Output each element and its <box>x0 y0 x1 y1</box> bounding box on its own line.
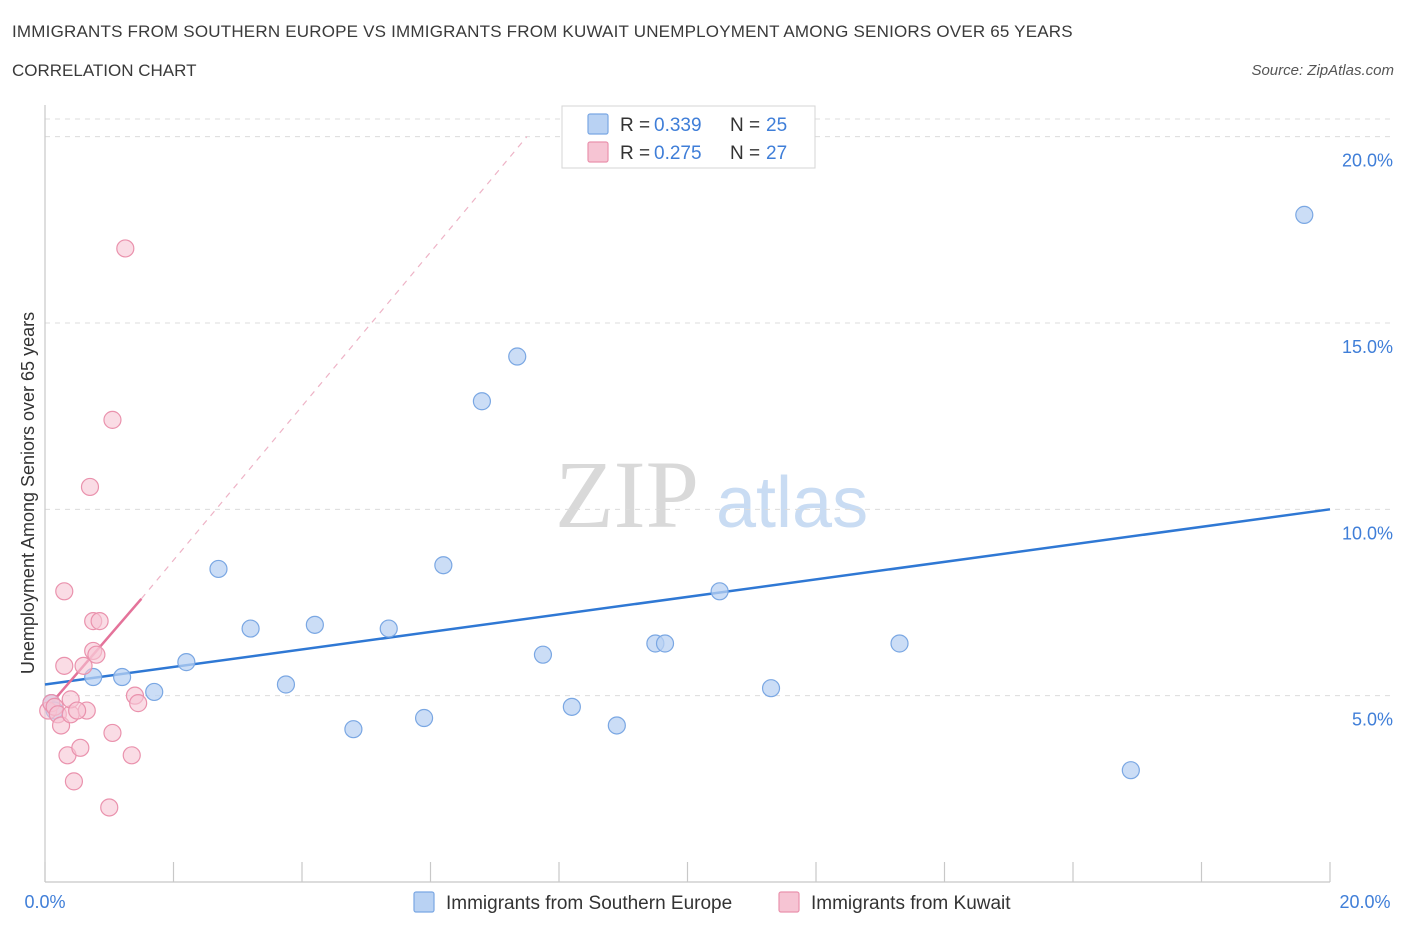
y-tick-label: 15.0% <box>1342 337 1393 357</box>
data-point-kuwait <box>116 239 135 258</box>
x-tick-label-min: 0.0% <box>24 892 65 912</box>
series-legend-swatch-blue <box>413 891 435 913</box>
data-point-southern-europe <box>434 556 453 575</box>
data-point-kuwait <box>103 723 122 743</box>
data-point-southern-europe <box>890 634 909 653</box>
data-point-southern-europe <box>1295 205 1314 224</box>
data-point-southern-europe <box>761 679 781 698</box>
data-point-kuwait <box>55 582 74 601</box>
gridlines <box>45 118 1395 697</box>
series-legend-label-pink: Immigrants from Kuwait <box>811 893 1011 914</box>
data-point-kuwait <box>129 694 148 713</box>
watermark-atlas: atlas <box>716 463 868 543</box>
series-legend-label-blue: Immigrants from Southern Europe <box>446 893 732 914</box>
x-axis-ticks <box>44 862 1331 882</box>
data-point-kuwait <box>90 612 109 631</box>
data-point-southern-europe <box>112 667 132 687</box>
data-point-southern-europe <box>241 619 260 638</box>
legend-n-label-1: N = <box>730 115 760 136</box>
data-point-southern-europe <box>1121 761 1140 780</box>
chart-subtitle: CORRELATION CHART <box>12 61 197 80</box>
data-point-kuwait <box>74 656 93 675</box>
data-point-southern-europe <box>305 615 324 634</box>
legend-n-value-2: 27 <box>766 143 787 164</box>
data-point-southern-europe <box>533 645 553 664</box>
y-axis-tick-labels: 5.0% 10.0% 15.0% 20.0% <box>1342 151 1393 730</box>
data-point-southern-europe <box>607 716 626 735</box>
data-point-southern-europe <box>562 697 581 716</box>
trend-line-kuwait-extension <box>140 136 528 600</box>
legend-r-value-1: 0.339 <box>654 115 702 136</box>
data-point-southern-europe <box>276 675 296 694</box>
data-point-southern-europe <box>177 653 196 672</box>
data-point-kuwait <box>87 645 106 664</box>
correlation-legend: R = 0.339 N = 25 R = 0.275 N = 27 <box>561 105 816 169</box>
y-tick-label: 10.0% <box>1342 523 1393 543</box>
legend-n-label-2: N = <box>730 143 760 164</box>
series-legend: Immigrants from Southern Europe Immigran… <box>413 891 1011 914</box>
legend-r-label-1: R = <box>620 115 650 136</box>
data-point-southern-europe <box>710 582 729 601</box>
y-axis-title: Unemployment Among Seniors over 65 years <box>18 312 38 674</box>
data-point-kuwait <box>71 738 90 757</box>
data-point-kuwait <box>122 746 141 765</box>
trend-lines <box>44 136 1331 712</box>
legend-r-label-2: R = <box>620 143 650 164</box>
watermark-zip: ZIP <box>555 441 699 548</box>
y-tick-label: 5.0% <box>1352 710 1393 730</box>
legend-n-value-1: 25 <box>766 115 787 136</box>
data-point-southern-europe <box>209 559 228 579</box>
data-point-southern-europe <box>655 634 675 653</box>
legend-r-value-2: 0.275 <box>654 143 702 164</box>
data-point-kuwait <box>68 701 87 720</box>
data-point-southern-europe <box>379 619 398 638</box>
data-points <box>39 205 1314 817</box>
data-point-southern-europe <box>508 347 527 366</box>
data-point-kuwait <box>103 410 122 429</box>
data-point-kuwait <box>80 477 100 497</box>
series-legend-swatch-pink <box>778 891 800 913</box>
trend-line-southern-europe <box>44 508 1331 686</box>
x-tick-label-max: 20.0% <box>1339 892 1390 912</box>
source-label: Source: ZipAtlas.com <box>1251 62 1394 79</box>
legend-swatch-blue <box>587 113 609 135</box>
data-point-southern-europe <box>414 708 434 728</box>
data-point-southern-europe <box>472 392 491 411</box>
y-tick-label: 20.0% <box>1342 151 1393 171</box>
data-point-southern-europe <box>145 682 164 702</box>
data-point-southern-europe <box>344 720 363 739</box>
data-point-kuwait <box>100 798 119 817</box>
chart-title: IMMIGRANTS FROM SOUTHERN EUROPE VS IMMIG… <box>12 22 1073 41</box>
data-point-kuwait <box>64 772 84 791</box>
legend-swatch-pink <box>587 141 609 163</box>
data-point-kuwait <box>55 656 74 675</box>
